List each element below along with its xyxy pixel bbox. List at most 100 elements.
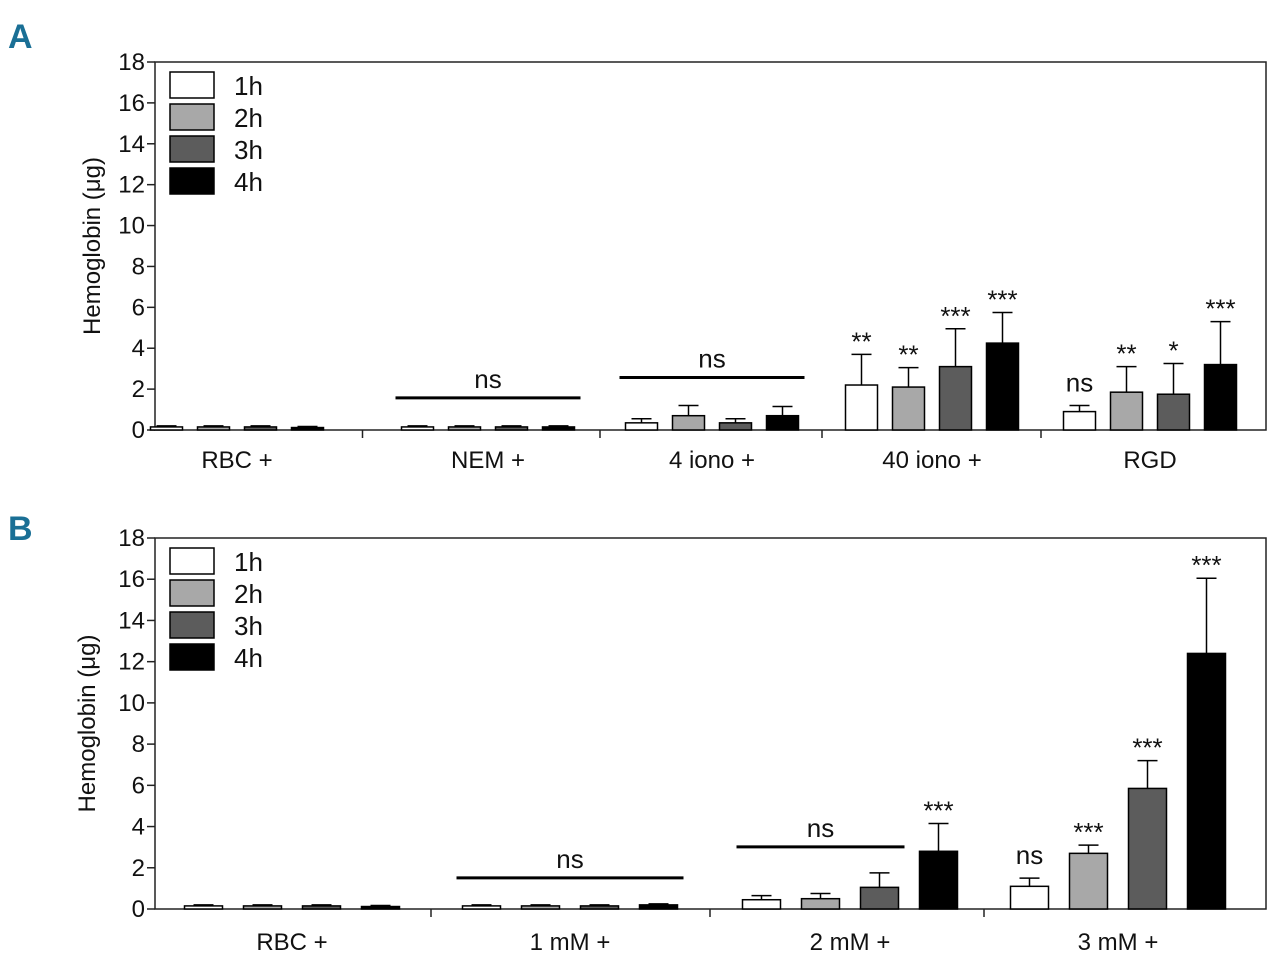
bar-4h xyxy=(290,426,325,431)
bar-4h xyxy=(918,850,959,910)
significance-label: *** xyxy=(1191,550,1221,580)
bar-3h xyxy=(494,426,529,431)
bar-1h xyxy=(1009,885,1050,910)
y-tick-label: 2 xyxy=(132,376,145,403)
chart-panel-b: 0 2 4 6 8 10 12 14 16 18 Hemoglobin (μg) RBC + 1 mM … xyxy=(74,525,1267,956)
legend-swatch-2h xyxy=(169,103,215,131)
bar-1h xyxy=(400,426,435,431)
y-tick-label: 10 xyxy=(118,690,145,717)
y-tick-label: 16 xyxy=(118,566,145,593)
legend-swatch-1h xyxy=(169,547,215,575)
legend-label-3h: 3h xyxy=(234,135,263,165)
x-category-label: 1 mM + xyxy=(530,929,611,956)
y-tick-label: 6 xyxy=(132,294,145,321)
bar-3h xyxy=(718,422,753,431)
y-axis-label: Hemoglobin (μg) xyxy=(79,157,106,335)
y-tick-label: 6 xyxy=(132,772,145,799)
legend-swatch-3h xyxy=(169,135,215,163)
bar-4h xyxy=(360,905,401,910)
significance-label: *** xyxy=(1132,733,1162,763)
bar-2h xyxy=(671,414,706,431)
significance-label: ** xyxy=(1116,339,1136,369)
bar-4h xyxy=(1203,363,1238,431)
y-tick-label: 0 xyxy=(132,896,145,923)
bar-2h xyxy=(891,386,926,431)
x-category-label: 3 mM + xyxy=(1078,929,1159,956)
bar-2h xyxy=(242,905,283,910)
significance-label: ns xyxy=(698,343,725,373)
bar-3h xyxy=(938,365,973,431)
y-tick-label: 14 xyxy=(118,131,145,158)
bar-4h xyxy=(638,904,679,910)
y-tick-label: 18 xyxy=(118,49,145,76)
significance-label: *** xyxy=(923,795,953,825)
significance-label: ** xyxy=(898,340,918,370)
bar-1h xyxy=(149,426,184,431)
bar-3h xyxy=(301,905,342,910)
significance-label: ns xyxy=(474,364,501,394)
bar-3h xyxy=(243,426,278,431)
y-tick-label: 12 xyxy=(118,172,145,199)
bar-2h xyxy=(196,426,231,431)
significance-label: ns xyxy=(807,813,834,843)
y-tick-label: 4 xyxy=(132,335,145,362)
significance-label: ns xyxy=(556,844,583,874)
panel-label-b: B xyxy=(8,510,33,548)
y-tick-label: 14 xyxy=(118,607,145,634)
bar-4h xyxy=(541,426,576,431)
y-tick-label: 12 xyxy=(118,649,145,676)
x-category-label: RBC + xyxy=(201,447,272,474)
bar-1h xyxy=(183,905,224,910)
legend-label-2h: 2h xyxy=(234,103,263,133)
legend-label-4h: 4h xyxy=(234,167,263,197)
bar-3h xyxy=(859,886,900,910)
legend-swatch-2h xyxy=(169,579,215,607)
legend-swatch-3h xyxy=(169,611,215,639)
bar-3h xyxy=(1156,393,1191,431)
bar-2h xyxy=(1109,391,1144,431)
y-tick-label: 0 xyxy=(132,417,145,444)
legend-label-2h: 2h xyxy=(234,579,263,609)
legend-swatch-4h xyxy=(169,643,215,671)
bar-1h xyxy=(741,898,782,910)
legend-swatch-4h xyxy=(169,167,215,195)
y-tick-label: 8 xyxy=(132,731,145,758)
x-category-label: 40 iono + xyxy=(882,447,981,474)
y-tick-label: 16 xyxy=(118,90,145,117)
significance-label: *** xyxy=(1205,294,1235,324)
bar-1h xyxy=(461,905,502,910)
x-category-label: RBC + xyxy=(256,929,327,956)
legend-label-4h: 4h xyxy=(234,643,263,673)
x-category-label: 2 mM + xyxy=(810,929,891,956)
y-tick-label: 8 xyxy=(132,253,145,280)
significance-label: *** xyxy=(1073,817,1103,847)
x-category-label: 4 iono + xyxy=(669,447,755,474)
y-axis-label: Hemoglobin (μg) xyxy=(74,635,101,813)
legend-swatch-1h xyxy=(169,71,215,99)
chart-panel-a: 0 2 4 6 8 10 12 14 16 18 Hemoglobin (μg) RBC + NEM +… xyxy=(79,49,1267,474)
bar-1h xyxy=(624,422,659,431)
bar-4h xyxy=(765,414,800,431)
x-category-label: RGD xyxy=(1123,447,1176,474)
legend-label-1h: 1h xyxy=(234,71,263,101)
bar-2h xyxy=(1068,852,1109,910)
bar-4h xyxy=(1186,652,1227,910)
bar-3h xyxy=(579,905,620,910)
plot-frame xyxy=(154,61,1267,431)
significance-label: ns xyxy=(1066,367,1093,397)
y-tick-label: 2 xyxy=(132,855,145,882)
panel-label-a: A xyxy=(8,18,33,56)
significance-label: *** xyxy=(987,284,1017,314)
bar-2h xyxy=(447,426,482,431)
significance-label: * xyxy=(1168,336,1178,366)
bar-2h xyxy=(520,905,561,910)
significance-label: ns xyxy=(1016,840,1043,870)
bar-3h xyxy=(1127,787,1168,910)
bar-1h xyxy=(844,384,879,431)
x-category-label: NEM + xyxy=(451,447,525,474)
bar-2h xyxy=(800,897,841,910)
bar-1h xyxy=(1062,410,1097,431)
bar-4h xyxy=(985,342,1020,431)
y-tick-label: 4 xyxy=(132,814,145,841)
